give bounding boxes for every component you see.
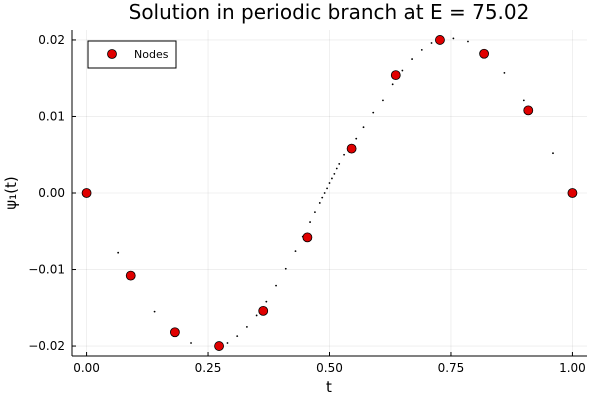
solution-dot: [335, 167, 338, 170]
solution-dot: [420, 48, 423, 51]
solution-dot: [309, 221, 311, 223]
node-point: [258, 305, 269, 316]
solution-dot: [117, 251, 120, 254]
node-point: [435, 35, 445, 45]
solution-dot: [326, 187, 328, 190]
solution-dot: [153, 310, 156, 313]
solution-dot: [284, 267, 287, 270]
solution-dot: [328, 182, 331, 184]
solution-dot: [452, 37, 455, 40]
node-point: [81, 188, 92, 198]
x-tick-label: 0.75: [438, 361, 465, 375]
legend-marker: [107, 49, 117, 59]
node-point: [567, 188, 578, 198]
node-point: [523, 105, 534, 116]
x-tick-label: 1.00: [559, 361, 586, 375]
solution-dot: [552, 152, 554, 155]
x-axis-label: t: [326, 378, 332, 396]
solution-dot: [265, 300, 268, 303]
solution-dot: [343, 153, 345, 156]
solution-dot: [331, 177, 333, 180]
solution-dot: [467, 40, 469, 43]
solution-dot: [190, 342, 192, 344]
node-point: [125, 270, 136, 281]
solution-dot: [338, 163, 341, 165]
node-point: [390, 70, 401, 81]
node-point: [214, 341, 224, 351]
legend-box: [87, 40, 177, 69]
legend-label: Nodes: [134, 48, 169, 61]
solution-dot: [255, 314, 258, 317]
chart-title: Solution in periodic branch at E = 75.02: [129, 0, 530, 24]
legend: Nodes: [87, 40, 177, 69]
solution-dot: [226, 342, 229, 344]
series: [81, 35, 578, 351]
solution-dot: [236, 335, 239, 338]
solution-dot: [318, 202, 321, 204]
solution-dot: [355, 137, 358, 140]
grid: [72, 30, 587, 356]
solution-dot: [430, 42, 433, 44]
solution-dot: [522, 99, 525, 102]
solution-dot: [401, 69, 404, 72]
y-tick-label: 0.00: [38, 186, 65, 200]
solution-dot: [372, 111, 375, 114]
solution-dot: [323, 192, 326, 194]
solution-dot: [246, 326, 248, 328]
solution-dot: [314, 211, 316, 214]
y-tick-label: 0.02: [38, 33, 65, 47]
y-tick-label: 0.01: [38, 109, 65, 123]
solution-dot: [321, 196, 324, 199]
x-tick-label: 0.00: [73, 361, 100, 375]
solution-dot: [391, 83, 394, 86]
x-tick-label: 0.25: [195, 361, 222, 375]
y-tick-label: −0.01: [28, 263, 65, 277]
tick-labels: 0.00 0.25 0.50 0.75 1.00 −0.02 −0.01 0.00 0.01 0.…: [28, 33, 586, 375]
solution-dot: [362, 126, 365, 129]
y-axis-label: ψ₁(t): [2, 176, 20, 210]
solution-dot: [294, 250, 297, 253]
node-point: [479, 48, 489, 59]
node-point: [346, 143, 357, 154]
node-point: [302, 232, 313, 243]
solution-dot: [503, 71, 506, 74]
axes: [71, 30, 587, 357]
solution-dot: [411, 58, 413, 60]
solution-dot: [333, 172, 336, 175]
x-tick-label: 0.50: [316, 361, 343, 375]
node-point: [170, 327, 180, 338]
solution-dot: [382, 99, 384, 102]
y-tick-label: −0.02: [28, 339, 65, 353]
solution-dot: [275, 284, 277, 287]
